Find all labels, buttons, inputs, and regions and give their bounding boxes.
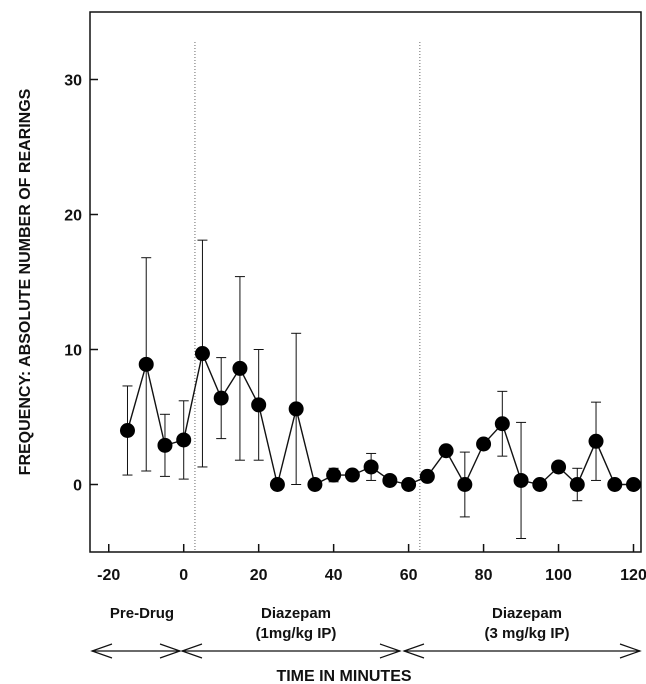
phase-arrow-head-right <box>159 643 182 659</box>
phase-arrow-head-right <box>379 643 402 659</box>
x-tick-label: 20 <box>250 567 268 584</box>
plot-frame <box>89 11 642 553</box>
data-point <box>288 401 304 417</box>
phase-labels: Pre-Drug Diazepam (1mg/kg IP) Diazepam (3 mg… <box>110 605 570 642</box>
data-point <box>569 477 585 492</box>
data-point <box>157 437 173 453</box>
data-point <box>588 433 604 449</box>
data-point <box>307 477 323 492</box>
x-tick-label: 0 <box>179 567 188 584</box>
data-point <box>438 443 454 459</box>
x-axis: -20 0 20 40 60 80 100 120 <box>97 544 646 584</box>
data-point <box>607 477 623 492</box>
y-tick-label: 30 <box>64 73 82 90</box>
data-point <box>269 477 285 492</box>
data-points <box>119 346 642 492</box>
data-point <box>138 356 154 372</box>
phase-arrow-head-left <box>180 643 203 659</box>
x-tick-label: 40 <box>325 567 343 584</box>
y-axis-title: FREQUENCY: ABSOLUTE NUMBER OF REARINGS <box>17 88 34 475</box>
x-tick-label: 100 <box>545 567 572 584</box>
y-tick-label: 0 <box>73 478 82 495</box>
phase-arrow-head-left <box>402 643 425 659</box>
data-point <box>363 459 379 475</box>
data-point <box>326 467 342 483</box>
data-point <box>551 459 567 475</box>
phase-arrow-head-left <box>90 643 113 659</box>
data-point <box>401 477 417 492</box>
x-tick-label: 120 <box>620 567 646 584</box>
data-point <box>382 472 398 488</box>
data-point <box>176 432 192 448</box>
data-point <box>419 468 435 484</box>
data-point <box>232 360 248 376</box>
data-point <box>476 436 492 452</box>
y-tick-label: 20 <box>64 208 82 225</box>
y-axis: 0 10 20 30 <box>64 73 98 495</box>
phase-sublabel: (1mg/kg IP) <box>256 625 337 642</box>
x-tick-label: 80 <box>475 567 493 584</box>
x-axis-title: TIME IN MINUTES <box>276 668 411 684</box>
phase-boundary-lines <box>194 42 421 552</box>
phase-label: Diazepam <box>492 605 562 622</box>
data-point <box>251 397 267 413</box>
phase-arrows <box>90 643 642 659</box>
data-point <box>457 477 473 492</box>
data-point <box>626 477 642 492</box>
y-tick-label: 10 <box>64 343 82 360</box>
data-point <box>494 416 510 432</box>
x-tick-label: 60 <box>400 567 418 584</box>
data-point <box>344 467 360 483</box>
data-point <box>213 390 229 406</box>
data-point <box>119 423 135 438</box>
data-point <box>513 472 529 488</box>
data-point <box>194 346 210 362</box>
data-point <box>532 477 548 492</box>
x-tick-label: -20 <box>97 567 120 584</box>
phase-label: Diazepam <box>261 605 331 622</box>
phase-arrow-head-right <box>619 643 642 659</box>
phase-sublabel: (3 mg/kg IP) <box>484 625 569 642</box>
series-line <box>126 351 634 487</box>
phase-label: Pre-Drug <box>110 605 174 622</box>
